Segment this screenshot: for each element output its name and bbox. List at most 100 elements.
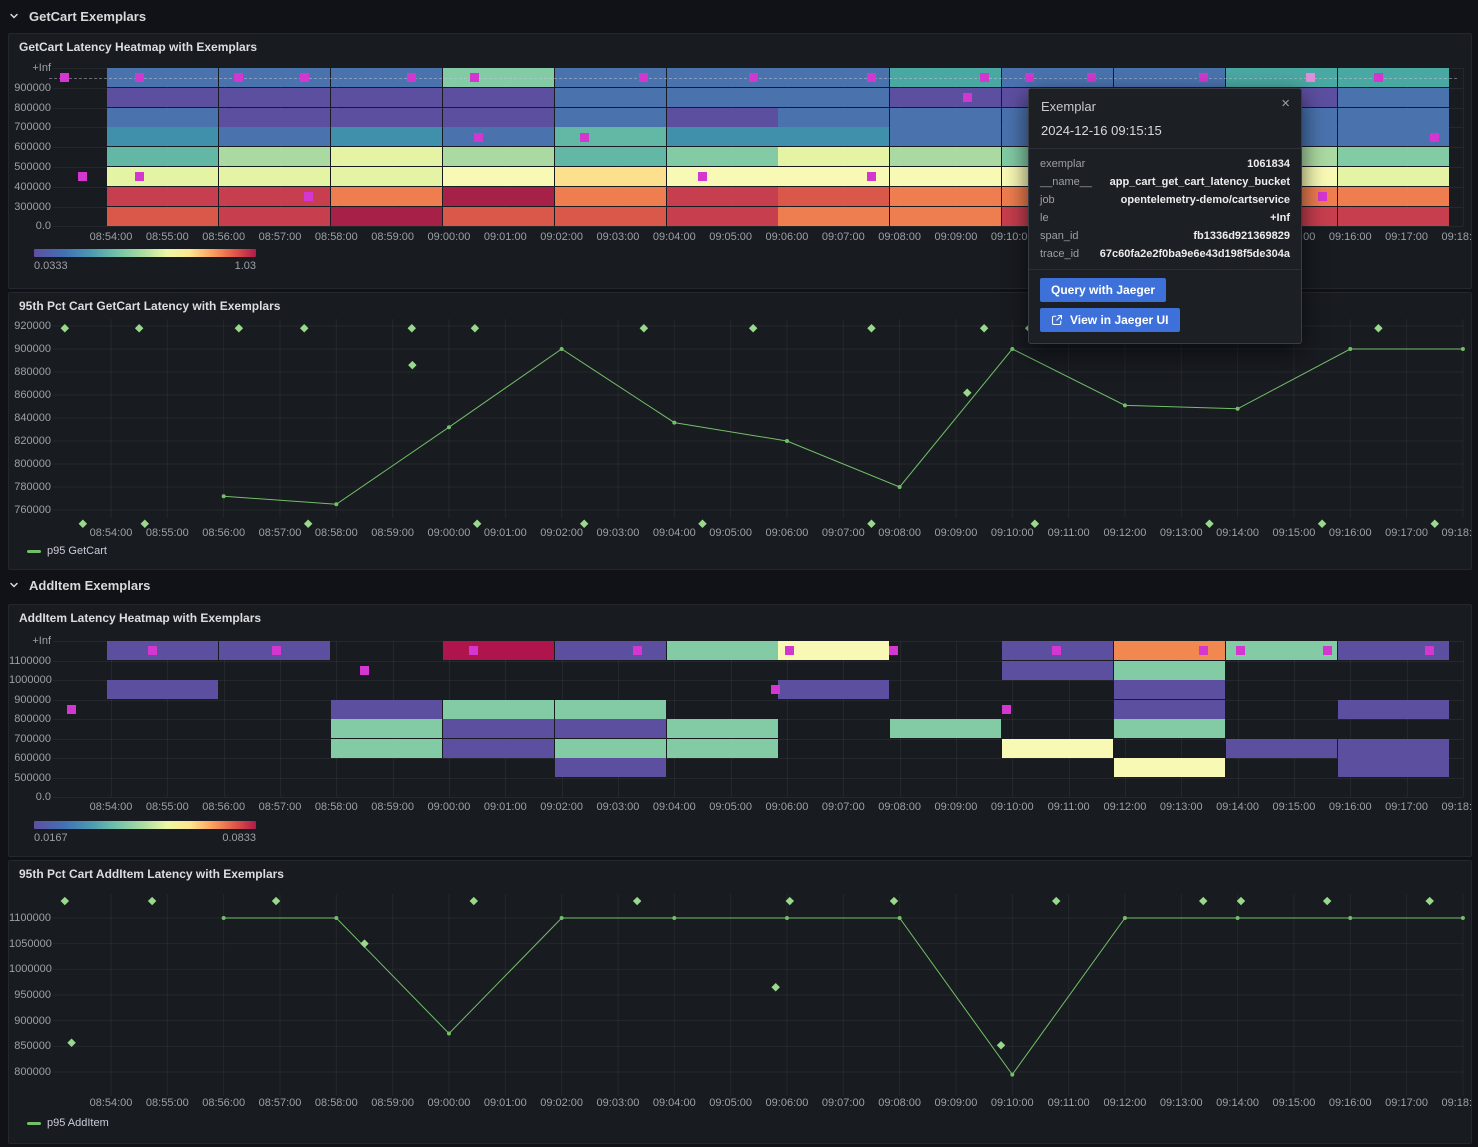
exemplar-diamond[interactable] [67,1038,76,1047]
exemplar-marker[interactable] [866,73,876,83]
exemplar-marker[interactable] [697,172,707,182]
section-header-additem[interactable]: AddItem Exemplars [8,573,150,597]
exemplar-diamond[interactable] [962,388,972,397]
x-tick-label: 09:15:00 [1272,801,1316,813]
exemplar-marker[interactable] [234,73,244,83]
exemplar-diamond[interactable] [867,519,876,529]
exemplar-marker[interactable] [1317,192,1327,202]
x-tick-label: 08:58:00 [314,527,358,539]
exemplar-diamond[interactable] [271,896,281,906]
view-in-jaeger-ui-button[interactable]: View in Jaeger UI [1040,308,1180,332]
heatmap-cell [443,739,554,758]
close-icon[interactable]: × [1281,95,1290,112]
exemplar-marker[interactable] [1198,646,1208,656]
exemplar-diamond[interactable] [234,324,244,333]
exemplar-marker[interactable] [1086,73,1096,83]
exemplar-marker[interactable] [889,646,899,656]
exemplar-marker[interactable] [1373,73,1383,83]
exemplar-marker[interactable] [1002,704,1012,714]
exemplar-diamond[interactable] [134,324,144,333]
exemplar-marker[interactable] [407,73,417,83]
exemplar-marker[interactable] [632,646,642,656]
heatmap-cell [443,719,554,738]
exemplar-marker[interactable] [1425,646,1435,656]
exemplar-diamond[interactable] [1205,519,1214,529]
heatmap-cell [1114,700,1225,719]
exemplar-diamond[interactable] [408,360,417,370]
exemplar-marker[interactable] [962,93,972,103]
exemplar-marker[interactable] [771,685,781,695]
exemplar-diamond[interactable] [1374,324,1383,333]
y-tick-label: 900000 [14,693,51,706]
exemplar-marker[interactable] [271,646,281,656]
exemplar-marker[interactable] [474,132,484,142]
exemplar-marker[interactable] [469,646,479,656]
exemplar-diamond[interactable] [1425,896,1434,906]
panel-title[interactable]: 95th Pct Cart GetCart Latency with Exemp… [19,299,281,313]
panel-title[interactable]: AddItem Latency Heatmap with Exemplars [19,611,262,625]
exemplar-marker[interactable] [1306,73,1316,83]
scale-max-label: 0.0833 [222,832,256,844]
gridline [167,641,169,797]
section-header-getcart[interactable]: GetCart Exemplars [8,4,146,28]
exemplar-marker[interactable] [67,704,77,714]
legend-item-p95-additem[interactable]: p95 AddItem [27,1117,109,1129]
legend-item-p95-getcart[interactable]: p95 GetCart [27,545,107,557]
exemplar-marker[interactable] [579,132,589,142]
heatmap-cell [443,700,554,719]
exemplar-marker[interactable] [1430,132,1440,142]
exemplar-marker[interactable] [785,646,795,656]
exemplar-diamond[interactable] [1051,896,1061,906]
exemplar-marker[interactable] [299,73,309,83]
exemplar-diamond[interactable] [867,324,876,333]
exemplar-diamond[interactable] [407,324,417,333]
exemplar-marker[interactable] [866,172,876,182]
exemplar-marker[interactable] [359,665,369,675]
heatmap-cell [1338,700,1449,719]
exemplar-diamond[interactable] [889,896,899,906]
exemplar-marker[interactable] [1024,73,1034,83]
exemplar-marker[interactable] [77,172,87,182]
exemplar-diamond[interactable] [1317,519,1327,529]
exemplar-marker[interactable] [303,192,313,202]
exemplar-diamond[interactable] [147,896,157,906]
exemplar-diamond[interactable] [470,324,480,333]
y-tick-label: 1100000 [9,912,52,924]
exemplar-diamond[interactable] [78,519,88,529]
exemplar-diamond[interactable] [771,983,780,992]
exemplar-marker[interactable] [748,73,758,83]
exemplar-diamond[interactable] [60,324,70,333]
exemplar-diamond[interactable] [360,939,369,948]
exemplar-diamond[interactable] [1430,519,1439,529]
exemplar-marker[interactable] [147,646,157,656]
exemplar-marker[interactable] [134,73,144,83]
exemplar-marker[interactable] [1199,73,1209,83]
panel-title[interactable]: 95th Pct Cart AddItem Latency with Exemp… [19,867,284,881]
exemplar-diamond[interactable] [639,324,649,333]
query-with-jaeger-button[interactable]: Query with Jaeger [1040,278,1167,302]
x-tick-label: 09:16:00 [1328,527,1372,539]
exemplar-diamond[interactable] [979,324,989,333]
x-tick-label: 08:57:00 [258,527,302,539]
exemplar-marker[interactable] [1051,646,1061,656]
exemplar-diamond[interactable] [698,519,707,529]
exemplar-diamond[interactable] [299,324,309,333]
exemplar-marker[interactable] [134,172,144,182]
exemplar-diamond[interactable] [469,896,479,906]
exemplar-marker[interactable] [1236,646,1246,656]
exemplar-marker[interactable] [470,73,480,83]
exemplar-marker[interactable] [60,73,70,83]
exemplar-marker[interactable] [979,73,989,83]
exemplar-diamond[interactable] [996,1041,1006,1050]
exemplar-diamond[interactable] [632,896,642,906]
exemplar-marker[interactable] [1322,646,1332,656]
x-tick-label: 09:04:00 [652,527,696,539]
exemplar-diamond[interactable] [1198,896,1208,906]
exemplar-diamond[interactable] [303,519,313,529]
exemplar-diamond[interactable] [60,896,70,906]
panel-title[interactable]: GetCart Latency Heatmap with Exemplars [19,40,258,54]
exemplar-marker[interactable] [639,73,649,83]
exemplar-diamond[interactable] [1322,896,1332,906]
exemplar-diamond[interactable] [748,324,758,333]
exemplar-diamond[interactable] [472,519,482,529]
